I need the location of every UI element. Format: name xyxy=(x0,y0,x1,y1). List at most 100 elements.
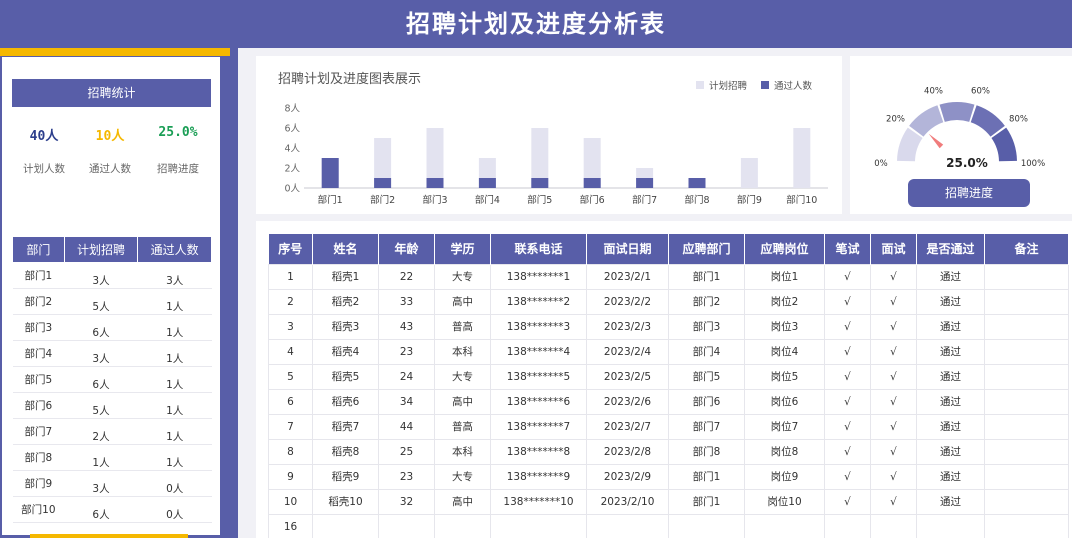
records-col-header: 序号 xyxy=(268,234,313,264)
table-cell: 2023/2/4 xyxy=(586,338,669,365)
accent-bar-bottom xyxy=(30,534,188,538)
table-cell xyxy=(984,263,1069,290)
legend-item-pass: 通过人数 xyxy=(760,78,812,92)
gauge-tick-label: 100% xyxy=(1021,159,1045,169)
x-tick-label: 部门5 xyxy=(527,194,552,206)
table-row: 7 稻壳7 44 普高 138*******7 2023/2/7 部门7 岗位7 √ √ 通过 xyxy=(268,413,1069,440)
table-row: 5 稻壳5 24 大专 138*******5 2023/2/5 部门5 岗位5 √ √ 通过 xyxy=(268,363,1069,390)
records-col-header: 是否通过 xyxy=(916,234,985,264)
table-cell: 2 xyxy=(268,288,313,315)
dept-plan-cell: 2人 xyxy=(64,418,138,445)
dept-plan-cell: 3人 xyxy=(64,470,138,497)
table-cell: 138*******4 xyxy=(490,338,587,365)
dept-summary-table: 部门 计划招聘 通过人数 部门1 3人 3人 部门2 5人 1人 部门3 6人 1人 部门4 3人 1… xyxy=(12,236,212,523)
table-cell: 通过 xyxy=(916,413,985,440)
table-cell: 通过 xyxy=(916,463,985,490)
table-cell: 138*******3 xyxy=(490,313,587,340)
dept-pass-cell: 0人 xyxy=(137,496,212,523)
dept-row: 部门9 3人 0人 xyxy=(12,470,212,497)
progress-button[interactable]: 招聘进度 xyxy=(908,179,1030,207)
dept-row: 部门3 6人 1人 xyxy=(12,314,212,341)
stats-panel: 招聘统计 40人 计划人数 10人 通过人数 25.0% 招聘进度 部门 计划招… xyxy=(0,48,238,538)
dept-row: 部门5 6人 1人 xyxy=(12,366,212,393)
dept-pass-cell: 1人 xyxy=(137,288,212,315)
page-title: 招聘计划及进度分析表 xyxy=(406,9,666,38)
stat-passed-value: 10人 xyxy=(95,129,125,144)
bar-plan xyxy=(583,138,601,188)
table-cell: 高中 xyxy=(434,288,491,315)
gauge-panel: 0% 20% 40% 60% 80% 100% 25.0% 招聘进度 xyxy=(850,56,1072,214)
y-tick-label: 0人 xyxy=(284,184,300,195)
x-tick-label: 部门7 xyxy=(632,194,657,206)
table-cell: 稻壳7 xyxy=(312,413,379,440)
table-cell: 2023/2/8 xyxy=(586,438,669,465)
table-cell: √ xyxy=(870,413,917,440)
table-cell xyxy=(984,513,1069,538)
table-cell: 稻壳1 xyxy=(312,263,379,290)
table-cell: 22 xyxy=(378,263,435,290)
bar-plan xyxy=(740,158,758,188)
table-cell: 8 xyxy=(268,438,313,465)
table-cell xyxy=(668,513,745,538)
table-cell: 10 xyxy=(268,488,313,515)
y-tick-label: 2人 xyxy=(284,164,300,175)
table-cell: √ xyxy=(824,388,871,415)
table-cell xyxy=(312,513,379,538)
x-tick-label: 部门6 xyxy=(580,194,605,206)
dept-name-cell: 部门5 xyxy=(12,366,65,393)
dept-plan-cell: 1人 xyxy=(64,444,138,471)
table-cell: 稻壳8 xyxy=(312,438,379,465)
table-cell: 普高 xyxy=(434,413,491,440)
dept-pass-cell: 3人 xyxy=(137,262,212,289)
table-cell: 部门4 xyxy=(668,338,745,365)
stats-title: 招聘统计 xyxy=(12,79,211,107)
table-cell: 25 xyxy=(378,438,435,465)
table-cell xyxy=(984,488,1069,515)
gauge-value-label: 25.0% xyxy=(946,156,988,170)
bar-plan xyxy=(426,128,444,188)
table-cell: 23 xyxy=(378,463,435,490)
bar-pass xyxy=(688,178,706,188)
dept-plan-cell: 6人 xyxy=(64,314,138,341)
records-col-header: 学历 xyxy=(434,234,491,264)
table-cell: 高中 xyxy=(434,488,491,515)
dept-plan-cell: 6人 xyxy=(64,366,138,393)
x-tick-label: 部门10 xyxy=(786,194,817,206)
pass-col-header: 通过人数 xyxy=(137,236,212,263)
table-cell: 2023/2/7 xyxy=(586,413,669,440)
dept-name-cell: 部门6 xyxy=(12,392,65,419)
y-tick-label: 8人 xyxy=(284,104,300,115)
table-cell: 通过 xyxy=(916,338,985,365)
stat-progress-label: 招聘进度 xyxy=(157,163,199,175)
table-cell: 稻壳9 xyxy=(312,463,379,490)
table-cell: √ xyxy=(824,438,871,465)
table-cell: 2023/2/10 xyxy=(586,488,669,515)
gauge-segment xyxy=(991,127,1017,162)
dept-plan-cell: 3人 xyxy=(64,340,138,367)
table-cell xyxy=(744,513,825,538)
dept-pass-cell: 0人 xyxy=(137,470,212,497)
dept-pass-cell: 1人 xyxy=(137,366,212,393)
table-cell: 稻壳3 xyxy=(312,313,379,340)
table-cell: 通过 xyxy=(916,363,985,390)
bar-pass xyxy=(531,178,549,188)
table-cell: 通过 xyxy=(916,313,985,340)
records-col-header: 联系电话 xyxy=(490,234,587,264)
accent-bar-top xyxy=(0,48,230,56)
table-cell xyxy=(984,463,1069,490)
dept-row: 部门10 6人 0人 xyxy=(12,496,212,523)
dept-name-cell: 部门8 xyxy=(12,444,65,471)
gauge-tick-label: 20% xyxy=(886,114,905,124)
plan-col-header: 计划招聘 xyxy=(63,236,139,263)
dept-table-header-row: 部门 计划招聘 通过人数 xyxy=(12,236,212,263)
table-cell: 普高 xyxy=(434,313,491,340)
dept-name-cell: 部门9 xyxy=(12,470,65,497)
page-header: 招聘计划及进度分析表 xyxy=(0,0,1072,48)
gauge-needle xyxy=(928,133,944,149)
table-cell: 16 xyxy=(268,513,313,538)
table-cell: 稻壳10 xyxy=(312,488,379,515)
dept-col-header: 部门 xyxy=(12,236,65,263)
table-cell: 3 xyxy=(268,313,313,340)
bar-pass xyxy=(321,158,339,188)
table-cell: 部门7 xyxy=(668,413,745,440)
